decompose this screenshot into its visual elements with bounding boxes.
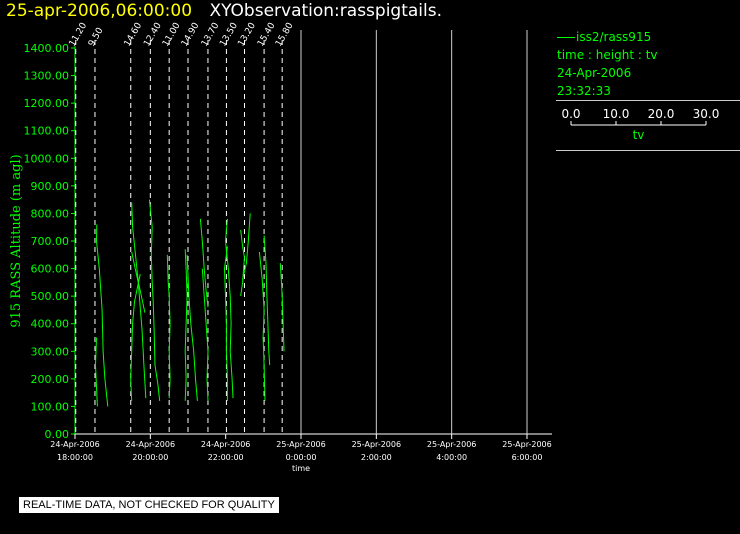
tv-profile-line bbox=[95, 224, 109, 407]
tv-profile-line bbox=[130, 273, 141, 401]
x-tick-date: 25-Apr-2006 bbox=[502, 440, 551, 449]
legend-axes: time : height : tv bbox=[557, 48, 658, 62]
x-axis-title: time bbox=[292, 464, 310, 473]
legend-scale-tick-label: 0.0 bbox=[561, 107, 580, 121]
legend-scale-tick-label: 30.0 bbox=[693, 107, 720, 121]
y-tick-label: 1000.00 bbox=[24, 152, 70, 165]
profile-base-label: 9.50 bbox=[87, 26, 106, 49]
tv-profile-line bbox=[279, 263, 285, 352]
legend-time: 23:32:33 bbox=[557, 84, 611, 98]
y-tick-label: 700.00 bbox=[31, 235, 70, 248]
legend-scale-label: tv bbox=[633, 128, 645, 142]
legend-tv-scale: 0.0 10.0 20.0 30.0 tv bbox=[561, 107, 720, 142]
y-tick-label: 100.00 bbox=[31, 400, 70, 413]
x-tick-time: 0:00:00 bbox=[286, 453, 317, 462]
tv-profile-line bbox=[242, 213, 251, 280]
quality-notice: REAL-TIME DATA, NOT CHECKED FOR QUALITY bbox=[19, 497, 279, 513]
y-tick-label: 400.00 bbox=[31, 318, 70, 331]
legend-series-row: iss2/rass915 bbox=[556, 28, 740, 46]
x-tick-time: 22:00:00 bbox=[208, 453, 244, 462]
legend-scale-tick-label: 20.0 bbox=[648, 107, 675, 121]
x-tick-time: 6:00:00 bbox=[512, 453, 543, 462]
profile-base-label: 14.90 bbox=[180, 21, 202, 49]
x-tick-time: 2:00:00 bbox=[361, 453, 392, 462]
tv-profile-line bbox=[166, 254, 171, 399]
x-tick-date: 24-Apr-2006 bbox=[126, 440, 175, 449]
tv-profile-line bbox=[94, 337, 98, 407]
y-tick-label: 900.00 bbox=[31, 180, 70, 193]
y-tick-label: 0.00 bbox=[45, 428, 70, 441]
y-tick-label: 800.00 bbox=[31, 207, 70, 220]
y-tick-label: 1400.00 bbox=[24, 42, 70, 55]
x-tick-time: 20:00:00 bbox=[132, 453, 168, 462]
legend: iss2/rass915 time : height : tv 24-Apr-2… bbox=[556, 28, 740, 151]
y-tick-label: 1300.00 bbox=[24, 70, 70, 83]
x-tick-date: 25-Apr-2006 bbox=[276, 440, 325, 449]
tv-profile-line bbox=[148, 199, 161, 401]
y-tick-label: 200.00 bbox=[31, 373, 70, 386]
x-tick-date: 25-Apr-2006 bbox=[427, 440, 476, 449]
tv-profile-line bbox=[223, 246, 228, 401]
profile-base-label: 14.60 bbox=[123, 21, 145, 49]
chart-title: 25-apr-2006,06:00:00 XYObservation:rassp… bbox=[6, 1, 442, 21]
profile-base-label: 11.20 bbox=[68, 21, 90, 49]
y-tick-label: 1200.00 bbox=[24, 97, 70, 110]
legend-date: 24-Apr-2006 bbox=[557, 66, 632, 80]
legend-separator bbox=[556, 100, 740, 101]
title-observation-name: XYObservation:rasspigtails. bbox=[209, 1, 443, 21]
title-datetime: 25-apr-2006,06:00:00 bbox=[6, 1, 193, 21]
profile-base-label: 15.80 bbox=[274, 21, 296, 49]
x-tick-date: 24-Apr-2006 bbox=[50, 440, 99, 449]
tv-profile-line bbox=[184, 249, 188, 401]
y-tick-label: 500.00 bbox=[31, 290, 70, 303]
y-tick-label: 300.00 bbox=[31, 345, 70, 358]
tv-profile-line bbox=[240, 229, 246, 297]
tv-profile-line bbox=[199, 218, 209, 308]
x-tick-time: 18:00:00 bbox=[57, 453, 93, 462]
profile-base-label: 13.20 bbox=[236, 21, 258, 49]
y-axis-title: 915 RASS Altitude (m agl) bbox=[9, 154, 24, 327]
legend-series-name: iss2/rass915 bbox=[576, 30, 652, 44]
tv-profile-line bbox=[201, 268, 209, 401]
y-tick-label: 1100.00 bbox=[24, 125, 70, 138]
tv-profile-line bbox=[258, 251, 266, 401]
tv-profile-line bbox=[131, 202, 147, 399]
tv-profile-line bbox=[224, 218, 234, 399]
legend-separator-bottom bbox=[556, 150, 740, 151]
tv-profile-line bbox=[263, 235, 271, 366]
x-tick-time: 4:00:00 bbox=[436, 453, 467, 462]
x-tick-date: 24-Apr-2006 bbox=[201, 440, 250, 449]
legend-scale-tick-label: 10.0 bbox=[603, 107, 630, 121]
legend-line-sample bbox=[557, 37, 575, 38]
tv-profile-line bbox=[186, 254, 198, 401]
x-tick-date: 25-Apr-2006 bbox=[352, 440, 401, 449]
y-tick-label: 600.00 bbox=[31, 263, 70, 276]
